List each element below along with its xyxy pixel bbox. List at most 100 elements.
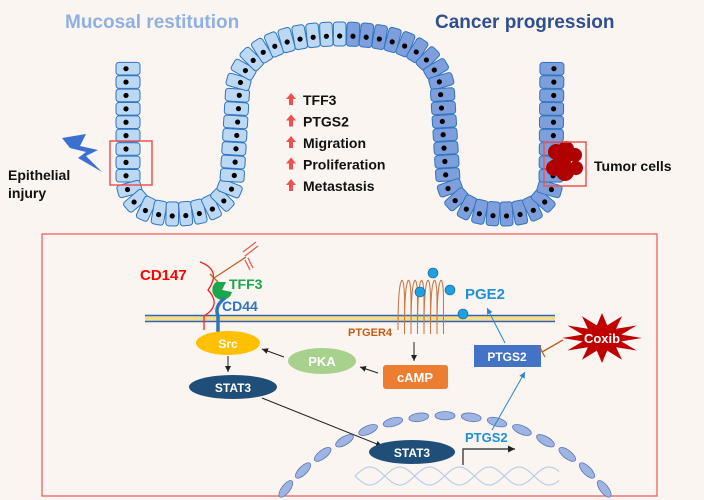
nuclear-pore: [295, 462, 312, 479]
epithelial-cell: [251, 37, 274, 64]
epithelial-cell: [395, 31, 416, 58]
inhibition-bar: [538, 345, 546, 358]
ptgs2-to-pge2-arrow: [486, 307, 506, 344]
nuclear-pore: [382, 416, 404, 428]
epithelial-cell: [220, 154, 246, 170]
effect-item: Metastasis: [286, 178, 375, 194]
epithelial-cell: [222, 114, 249, 130]
transcription-start-arrow: [462, 445, 515, 465]
nuclear-pore: [596, 480, 612, 498]
cd147-label: CD147: [140, 267, 187, 284]
nuclear-pore: [578, 462, 595, 479]
effect-item: Proliferation: [286, 157, 385, 173]
coxib-inhibition: [541, 339, 564, 353]
ptgs2-protein-label: PTGS2: [487, 350, 527, 364]
ptgs2-translation-arrow: [491, 371, 526, 431]
tff3-label: TFF3: [229, 276, 263, 292]
epithelial-cell: [345, 21, 361, 47]
pka-to-src-arrow: [261, 348, 285, 358]
epithelial-cell: [165, 201, 180, 227]
dna-helix: [354, 466, 560, 486]
epithelial-cell: [436, 178, 463, 198]
epithelial-injury-label: Epithelial: [8, 167, 70, 183]
epithelial-cell: [263, 31, 285, 58]
pka-label: PKA: [308, 354, 336, 369]
epithelial-cell: [201, 194, 222, 221]
epithelial-cell: [485, 200, 501, 227]
stat3-cytoplasm-node: [189, 375, 277, 399]
cd44-label: CD44: [222, 298, 258, 314]
lightning-bolt-icon: [62, 134, 102, 172]
nuclear-pore: [335, 434, 354, 448]
nuclear-pore: [536, 434, 555, 448]
epithelial-cell: [115, 142, 141, 156]
nuclear-pore: [512, 424, 532, 436]
epithelial-cell: [538, 128, 564, 143]
coxib-label: Coxib: [584, 331, 620, 346]
camp-node: [383, 365, 448, 389]
epithelial-cell: [230, 58, 257, 81]
epithelial-cell: [223, 101, 250, 116]
epithelial-cell: [115, 102, 141, 116]
epithelial-cell: [431, 113, 458, 129]
up-arrow-icon: [286, 179, 296, 191]
stat3-nuclear-label: STAT3: [394, 446, 431, 460]
effect-item: PTGS2: [286, 114, 349, 130]
epithelial-cell: [423, 58, 449, 80]
up-arrow-icon: [286, 157, 296, 170]
cancer-progression-title: Cancer progression: [435, 12, 615, 33]
ptgs2-gene-label: PTGS2: [465, 430, 508, 445]
tumor-cells-icon: [546, 141, 583, 181]
epithelial-cell: [415, 46, 440, 71]
pge2-label: PGE2: [465, 286, 505, 303]
effect-label: PTGS2: [303, 114, 349, 130]
epithelial-cell: [432, 127, 458, 143]
epithelial-cell: [456, 194, 478, 221]
epithelial-cell: [539, 88, 565, 103]
epithelial-cell: [471, 198, 489, 225]
effect-label: TFF3: [303, 92, 337, 108]
camp-to-pka-arrow: [359, 366, 379, 374]
epithelial-cell: [383, 26, 402, 53]
nuclear-pore: [278, 480, 294, 498]
epithelial-cell: [433, 140, 459, 156]
stat3-translocation-arrow: [261, 397, 383, 447]
epithelial-cell-layer: [115, 21, 565, 227]
epithelial-cell: [332, 21, 347, 47]
ptger4-label: PTGER4: [348, 327, 393, 339]
epithelial-cell: [115, 128, 141, 143]
epithelial-cell: [358, 22, 375, 49]
nuclear-pore: [434, 411, 456, 421]
ptgs2-protein-node: [474, 345, 541, 367]
injury-highlight-box: [109, 140, 153, 186]
stat3-nuclear-node: [369, 440, 455, 464]
epithelial-cell: [291, 24, 309, 51]
epithelial-cell: [178, 200, 194, 227]
src-node: [196, 331, 260, 355]
epithelial-cell: [434, 167, 461, 183]
src-label: Src: [218, 337, 238, 351]
epithelial-cell: [222, 127, 248, 143]
epithelial-cell: [444, 187, 470, 212]
effect-label: Proliferation: [303, 157, 385, 173]
cell-membrane: [145, 314, 555, 323]
epithelial-cell: [115, 155, 141, 170]
epithelial-cell: [115, 168, 141, 183]
effects-list: TFF3 PTGS2 Migration Proliferation Metastasi…: [286, 92, 385, 194]
epithelial-cell: [190, 198, 208, 225]
epithelial-cell: [371, 24, 388, 50]
epithelial-cell: [115, 75, 141, 89]
antibody-icon: [209, 241, 259, 283]
epithelial-cell: [135, 195, 157, 222]
camp-label: cAMP: [397, 370, 433, 385]
effect-item: Migration: [286, 135, 366, 151]
epithelial-cell: [210, 187, 235, 212]
effect-label: Migration: [303, 135, 366, 151]
tff3-protein: [212, 282, 232, 300]
mucosal-restitution-title: Mucosal restitution: [65, 12, 239, 33]
stat3-cytoplasm-label: STAT3: [215, 381, 252, 395]
epithelial-cell: [115, 88, 141, 103]
epithelial-cell: [239, 46, 264, 72]
